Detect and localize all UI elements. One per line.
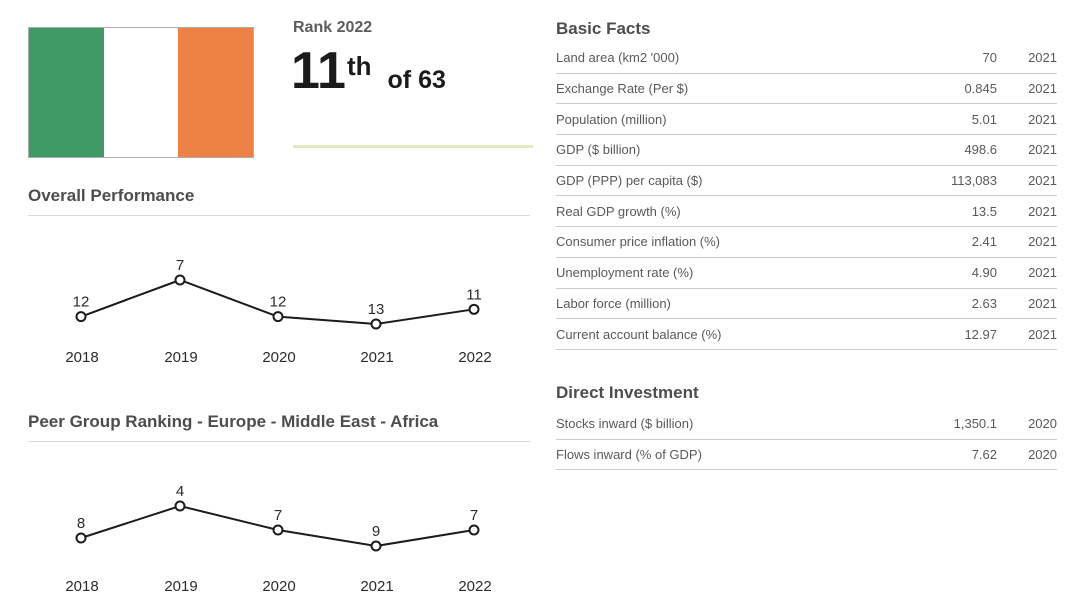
overall-performance-divider	[28, 215, 530, 216]
value-label: 7	[274, 507, 282, 524]
year-label: 2019	[164, 349, 197, 366]
fact-year: 2021	[1028, 173, 1057, 189]
value-label: 7	[176, 257, 184, 274]
fact-year: 2021	[1028, 111, 1057, 127]
table-row: Current account balance (%) 12.97 2021	[556, 319, 1057, 350]
table-row: Consumer price inflation (%) 2.41 2021	[556, 227, 1057, 258]
fact-value: 4.90	[971, 265, 997, 281]
value-label: 7	[470, 507, 478, 524]
table-row: Unemployment rate (%) 4.90 2021	[556, 258, 1057, 289]
fact-year: 2021	[1028, 203, 1057, 219]
fact-label: Flows inward (% of GDP)	[556, 447, 702, 463]
table-row: Flows inward (% of GDP) 7.62 2020	[556, 440, 1057, 471]
fact-label: Population (million)	[556, 111, 667, 127]
fact-year: 2021	[1028, 50, 1057, 66]
fact-label: Current account balance (%)	[556, 326, 722, 342]
fact-value: 13.5	[971, 203, 997, 219]
table-row: GDP (PPP) per capita ($) 113,083 2021	[556, 166, 1057, 197]
ireland-flag	[28, 27, 254, 158]
fact-value: 498.6	[964, 142, 997, 158]
table-row: Land area (km2 '000) 70 2021	[556, 43, 1057, 74]
fact-value: 70	[982, 50, 997, 66]
fact-value: 5.01	[971, 111, 997, 127]
fact-year: 2021	[1028, 265, 1057, 281]
fact-value: 113,083	[950, 173, 997, 189]
data-point-2022	[468, 524, 480, 536]
fact-label: Stocks inward ($ billion)	[556, 416, 694, 432]
data-point-2018	[75, 532, 87, 544]
year-label: 2021	[360, 578, 393, 595]
fact-value: 2.41	[971, 234, 997, 250]
year-label: 2018	[65, 349, 98, 366]
value-label: 13	[368, 301, 385, 318]
data-point-2022	[468, 303, 480, 315]
value-label: 12	[270, 294, 287, 311]
fact-label: Unemployment rate (%)	[556, 265, 694, 281]
year-label: 2022	[458, 578, 491, 595]
fact-label: Labor force (million)	[556, 295, 671, 311]
table-row: Labor force (million) 2.63 2021	[556, 289, 1057, 320]
fact-year: 2021	[1028, 234, 1057, 250]
fact-value: 0.845	[964, 81, 997, 97]
year-label: 2021	[360, 349, 393, 366]
fact-label: Land area (km2 '000)	[556, 50, 680, 66]
peer-group-ranking-chart: 8 2018 4 2019 7 2020 9 2021 7 2022	[65, 483, 491, 595]
basic-facts-table: Land area (km2 '000) 70 2021 Exchange Rate …	[556, 43, 1057, 350]
fact-value: 1,350.1	[953, 416, 997, 432]
peer-group-ranking-divider	[28, 441, 530, 442]
year-label: 2020	[262, 349, 295, 366]
table-row: GDP ($ billion) 498.6 2021	[556, 135, 1057, 166]
rank-total: of 63	[387, 66, 446, 94]
table-row: Stocks inward ($ billion) 1,350.1 2020	[556, 409, 1057, 440]
data-point-2021	[370, 540, 382, 552]
value-label: 12	[73, 294, 90, 311]
data-point-2019	[174, 274, 186, 286]
data-point-2018	[75, 311, 87, 323]
rank-display: 11 th of 63	[291, 44, 446, 99]
direct-investment-title: Direct Investment	[556, 383, 699, 402]
fact-label: Real GDP growth (%)	[556, 203, 681, 219]
data-point-2020	[272, 524, 284, 536]
rank-ordinal-suffix: th	[346, 51, 372, 81]
fact-year: 2021	[1028, 326, 1057, 342]
fact-year: 2021	[1028, 81, 1057, 97]
year-label: 2020	[262, 578, 295, 595]
table-row: Real GDP growth (%) 13.5 2021	[556, 196, 1057, 228]
overall-performance-chart: 12 2018 7 2019 12 2020 13 2021 11 2022	[65, 257, 491, 366]
fact-label: GDP ($ billion)	[556, 142, 641, 158]
flag-stripe-green	[29, 28, 104, 157]
fact-value: 2.63	[971, 295, 997, 311]
fact-label: GDP (PPP) per capita ($)	[556, 173, 703, 189]
table-row: Population (million) 5.01 2021	[556, 104, 1057, 136]
value-label: 4	[176, 483, 184, 500]
flag-stripe-orange	[178, 28, 254, 157]
fact-value: 12.97	[964, 326, 997, 342]
rank-year-label: Rank 2022	[293, 19, 373, 36]
data-point-2020	[272, 311, 284, 323]
flag-stripe-white	[103, 28, 179, 157]
value-label: 9	[372, 523, 380, 540]
data-point-2019	[174, 500, 186, 512]
fact-label: Consumer price inflation (%)	[556, 234, 721, 250]
year-label: 2019	[164, 578, 197, 595]
data-point-2021	[370, 318, 382, 330]
value-label: 11	[466, 286, 482, 303]
direct-investment-table: Stocks inward ($ billion) 1,350.1 2020 Flow…	[556, 409, 1057, 471]
fact-label: Exchange Rate (Per $)	[556, 81, 689, 97]
fact-value: 7.62	[971, 447, 997, 463]
rank-value: 11	[291, 42, 346, 100]
peer-group-ranking-title: Peer Group Ranking - Europe - Middle Eas…	[28, 412, 439, 431]
basic-facts-title: Basic Facts	[556, 19, 651, 38]
overall-performance-title: Overall Performance	[28, 186, 195, 205]
year-label: 2022	[458, 349, 491, 366]
fact-year: 2020	[1028, 447, 1057, 463]
fact-year: 2021	[1028, 295, 1057, 311]
table-row: Exchange Rate (Per $) 0.845 2021	[556, 74, 1057, 105]
fact-year: 2021	[1028, 142, 1057, 158]
fact-year: 2020	[1028, 416, 1057, 432]
value-label: 8	[77, 515, 85, 532]
year-label: 2018	[65, 578, 98, 595]
rank-divider-line	[293, 145, 533, 148]
